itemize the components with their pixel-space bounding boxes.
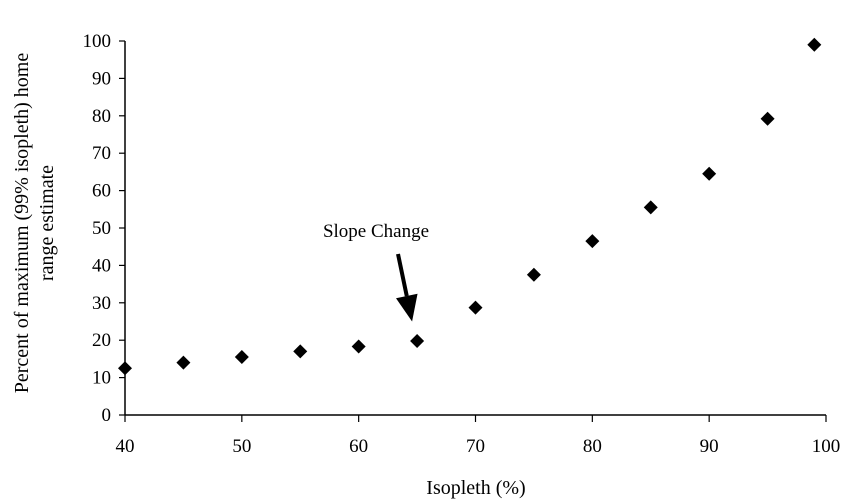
y-tick-label: 30 bbox=[92, 293, 111, 314]
y-tick-label: 60 bbox=[92, 181, 111, 202]
data-point bbox=[702, 166, 717, 181]
x-tick-label: 100 bbox=[812, 436, 841, 457]
data-point bbox=[234, 350, 249, 365]
data-point bbox=[293, 344, 308, 359]
x-tick-label: 90 bbox=[700, 436, 719, 457]
y-tick-label: 20 bbox=[92, 330, 111, 351]
data-points bbox=[118, 37, 822, 376]
y-tick-label: 100 bbox=[83, 31, 112, 52]
y-axis-title-line-1: Percent of maximum (99% isopleth) home bbox=[11, 53, 33, 394]
x-tick-label: 80 bbox=[583, 436, 602, 457]
y-tick-label: 80 bbox=[92, 106, 111, 127]
x-tick-label: 40 bbox=[116, 436, 135, 457]
y-tick-label: 40 bbox=[92, 255, 111, 276]
data-point bbox=[176, 355, 191, 370]
y-tick-label: 90 bbox=[92, 68, 111, 89]
y-tick-label: 50 bbox=[92, 218, 111, 239]
data-point bbox=[351, 339, 366, 354]
y-tick-label: 10 bbox=[92, 368, 111, 389]
x-ticks: 40 50 60 70 80 90 100 bbox=[116, 415, 841, 457]
y-tick-label: 0 bbox=[102, 405, 112, 426]
x-tick-label: 50 bbox=[232, 436, 251, 457]
y-tick-label: 70 bbox=[92, 143, 111, 164]
data-point bbox=[760, 111, 775, 126]
slope-change-annotation: Slope Change bbox=[323, 221, 429, 242]
x-tick-label: 60 bbox=[349, 436, 368, 457]
data-point bbox=[807, 37, 822, 52]
arrow-shaft bbox=[396, 253, 409, 297]
data-point bbox=[468, 300, 483, 315]
data-point bbox=[410, 333, 425, 348]
data-point bbox=[118, 361, 132, 376]
y-axis-title-line-2: range estimate bbox=[36, 165, 58, 281]
data-point bbox=[643, 200, 658, 215]
data-point bbox=[585, 234, 600, 249]
x-tick-label: 70 bbox=[466, 436, 485, 457]
arrow-head bbox=[396, 293, 418, 322]
x-axis-title: Isopleth (%) bbox=[426, 477, 525, 499]
slope-change-arrow bbox=[396, 253, 418, 322]
y-ticks: 0 10 20 30 40 50 60 70 80 90 100 bbox=[83, 31, 125, 426]
data-point bbox=[526, 267, 541, 282]
